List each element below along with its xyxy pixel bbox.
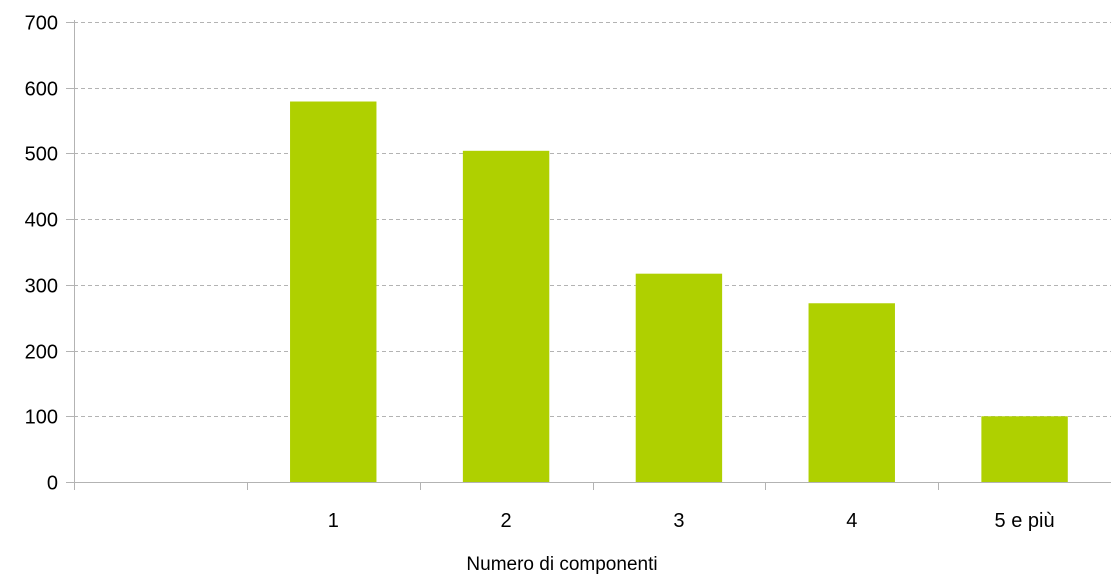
bars [290,101,1068,483]
y-tick-label: 600 [25,79,58,101]
bar [808,303,895,482]
y-tick-label: 500 [25,144,58,166]
bar [462,150,550,483]
x-tick-label: 1 [328,510,339,532]
x-tick-label: 3 [673,510,684,532]
y-tick-label: 0 [47,473,58,495]
y-tick-label: 200 [25,342,58,364]
y-tick-label: 300 [25,276,58,298]
x-tick-label: 4 [846,510,857,532]
x-axis-title: Numero di componenti [466,554,657,575]
bar [981,416,1068,482]
y-tick-label: 100 [25,407,58,429]
y-tick-labels: 0 100 200 300 400 500 600 700 [25,13,58,495]
axes [66,20,1111,490]
y-tick-label: 700 [25,13,58,35]
x-tick-label: 5 e più [995,510,1055,532]
y-tick-label: 400 [25,210,58,232]
x-tick-labels: 1 2 3 4 5 e più [328,510,1055,532]
bar [290,101,377,482]
x-tick-label: 2 [501,510,512,532]
bar [635,273,723,482]
gridlines [74,22,1111,417]
